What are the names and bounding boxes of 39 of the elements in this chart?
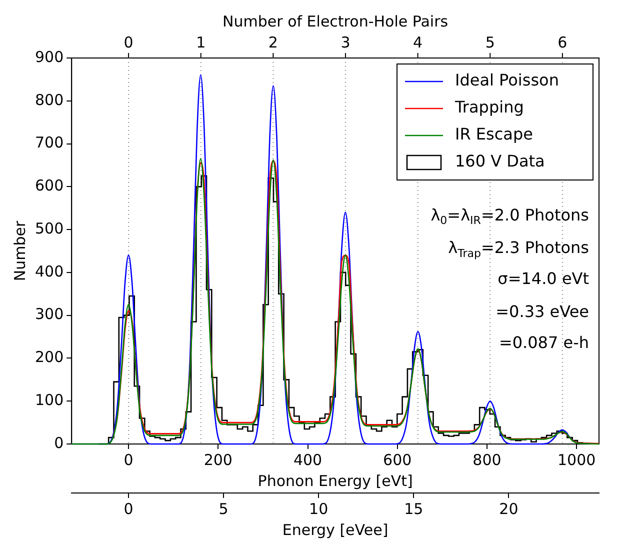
x-tick-label: 200 <box>204 450 232 469</box>
y-axis-title: Number <box>10 220 29 282</box>
text: Number of Electron-Hole Pairs <box>222 12 448 30</box>
legend-label: IR Escape <box>455 124 533 144</box>
y-tick-label: 400 <box>34 262 64 280</box>
annotation: =0.087 e-h <box>498 332 590 352</box>
annotation: 1 <box>196 33 206 52</box>
x-tick-label: 400 <box>293 450 322 469</box>
legend-label: Ideal Poisson <box>455 70 559 90</box>
x-axis-title: Phonon Energy [eVt] <box>258 472 413 490</box>
y-tick-label: 200 <box>34 348 64 366</box>
legend-label: 160 V Data <box>455 152 545 171</box>
y-tick-label: 700 <box>34 134 64 152</box>
y-tick-label: 500 <box>34 219 64 238</box>
annotation: 4 <box>413 33 423 52</box>
annotation: σ=14.0 eVt <box>498 269 590 288</box>
legend-label: Trapping <box>454 98 524 117</box>
annotation: 3 <box>340 33 350 52</box>
annotation: 0 <box>124 33 134 52</box>
x2-tick-label: 10 <box>309 500 328 518</box>
x2-axis-title: Energy [eVee] <box>282 520 388 539</box>
y-tick-label: 100 <box>34 391 64 409</box>
x-tick-label: 800 <box>472 450 502 469</box>
x2-tick-label: 0 <box>124 500 134 518</box>
y-tick-label: 300 <box>34 305 64 324</box>
y-tick-label: 900 <box>34 48 64 66</box>
x-tick-label: 600 <box>383 450 412 469</box>
y-tick-label: 600 <box>34 176 64 195</box>
x-tick-label: 1000 <box>558 450 596 469</box>
annotation: 2 <box>268 33 278 52</box>
annotation: =0.33 eVee <box>496 302 590 321</box>
x-tick-label: 0 <box>124 450 134 469</box>
y-tick-label: 0 <box>54 434 64 452</box>
annotation: 5 <box>485 33 495 52</box>
annotation: 6 <box>558 33 568 52</box>
y-tick-label: 800 <box>34 90 64 109</box>
x2-tick-label: 20 <box>499 500 518 518</box>
x2-tick-label: 15 <box>404 500 424 518</box>
x2-tick-label: 5 <box>218 500 228 518</box>
